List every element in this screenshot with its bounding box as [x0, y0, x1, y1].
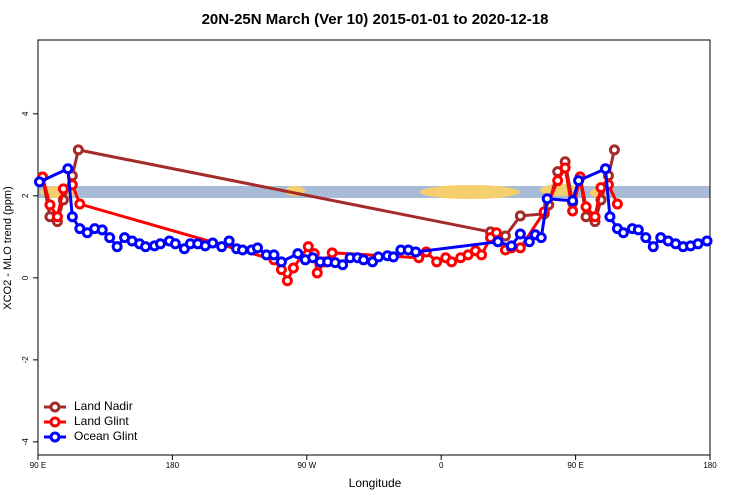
data-point	[552, 175, 564, 187]
data-point	[692, 238, 704, 250]
data-point	[505, 240, 517, 252]
data-point	[216, 241, 228, 253]
plot-frame	[37, 39, 711, 456]
data-point	[599, 163, 611, 175]
data-point	[589, 211, 601, 223]
data-point	[632, 224, 644, 236]
data-point	[292, 248, 304, 260]
data-point	[559, 162, 571, 174]
data-point	[62, 163, 74, 175]
map-strip	[38, 184, 710, 199]
y-tick-label: -4	[21, 438, 30, 446]
data-point	[535, 232, 547, 244]
x-tick-label: 0	[439, 461, 444, 470]
x-tick-label: 90 W	[297, 461, 316, 470]
data-point	[499, 230, 511, 242]
y-tick-label: 2	[21, 193, 30, 198]
data-point	[514, 228, 526, 240]
legend-label: Land Nadir	[74, 399, 133, 413]
chart-title: 20N-25N March (Ver 10) 2015-01-01 to 202…	[202, 11, 549, 28]
data-point	[268, 249, 280, 261]
data-point	[514, 210, 526, 222]
data-point	[492, 236, 504, 248]
data-point	[154, 238, 166, 250]
y-tick-label: 4	[21, 111, 30, 116]
data-point	[523, 236, 535, 248]
data-point	[33, 176, 45, 188]
x-axis-label: Longitude	[349, 476, 402, 490]
data-point	[281, 275, 293, 287]
data-point	[567, 195, 579, 207]
data-point	[446, 256, 458, 268]
data-point	[252, 242, 264, 254]
y-tick-label: -2	[21, 356, 30, 364]
legend-label: Ocean Glint	[74, 429, 138, 443]
x-tick-label: 180	[703, 461, 717, 470]
x-tick-label: 90 E	[567, 461, 583, 470]
series	[33, 163, 713, 271]
data-point	[44, 199, 56, 211]
legend-label: Land Glint	[74, 414, 129, 428]
data-point	[608, 144, 620, 156]
data-point	[311, 267, 323, 279]
data-point	[275, 256, 287, 268]
data-point	[237, 244, 249, 256]
data-point	[567, 205, 579, 217]
legend-marker	[49, 416, 61, 428]
data-point	[617, 227, 629, 239]
data-point	[604, 211, 616, 223]
data-point	[490, 227, 502, 239]
data-point	[337, 259, 349, 271]
data-point	[169, 238, 181, 250]
x-tick-label: 180	[166, 461, 180, 470]
x-tick-label: 90 E	[30, 461, 46, 470]
data-point	[410, 246, 422, 258]
data-point	[476, 249, 488, 261]
data-point	[326, 247, 338, 259]
data-point	[302, 241, 314, 253]
data-point	[611, 198, 623, 210]
y-tick-label: 0	[21, 275, 30, 280]
data-point	[66, 211, 78, 223]
data-point	[701, 235, 713, 247]
data-point	[514, 242, 526, 254]
data-point	[74, 198, 86, 210]
data-point	[111, 241, 123, 253]
data-point	[431, 256, 443, 268]
data-point	[541, 193, 553, 205]
data-point	[96, 224, 108, 236]
data-point	[287, 262, 299, 274]
data-point	[72, 144, 84, 156]
legend-marker	[49, 401, 61, 413]
data-point	[372, 251, 384, 263]
y-axis-label: XCO2 - MLO trend (ppm)	[2, 186, 14, 309]
legend-marker	[49, 431, 61, 443]
data-point	[580, 211, 592, 223]
data-point	[358, 254, 370, 266]
data-point	[580, 201, 592, 213]
data-point	[573, 175, 585, 187]
data-point	[647, 241, 659, 253]
data-point	[640, 232, 652, 244]
data-point	[104, 232, 116, 244]
data-point	[223, 235, 235, 247]
data-point	[57, 183, 69, 195]
data-point	[207, 237, 219, 249]
data-point	[387, 251, 399, 263]
data-point	[51, 211, 63, 223]
data-point	[140, 241, 152, 253]
